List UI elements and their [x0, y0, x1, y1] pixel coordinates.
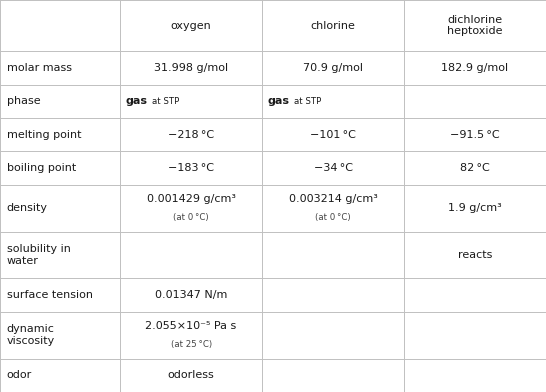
Text: (at 0 °C): (at 0 °C): [173, 213, 209, 222]
Text: 31.998 g/mol: 31.998 g/mol: [154, 63, 228, 73]
Text: 2.055×10⁻⁵ Pa s: 2.055×10⁻⁵ Pa s: [145, 321, 237, 331]
Text: −34 °C: −34 °C: [313, 163, 353, 173]
Text: 82 °C: 82 °C: [460, 163, 490, 173]
Text: 70.9 g/mol: 70.9 g/mol: [303, 63, 363, 73]
Text: (at 0 °C): (at 0 °C): [315, 213, 351, 222]
Text: at STP: at STP: [294, 97, 321, 106]
Text: gas: gas: [126, 96, 147, 106]
Text: (at 25 °C): (at 25 °C): [170, 340, 212, 349]
Text: −101 °C: −101 °C: [310, 130, 356, 140]
Text: 182.9 g/mol: 182.9 g/mol: [442, 63, 508, 73]
Text: at STP: at STP: [152, 97, 179, 106]
Text: gas: gas: [268, 96, 289, 106]
Text: −218 °C: −218 °C: [168, 130, 214, 140]
Text: surface tension: surface tension: [7, 290, 93, 300]
Text: dichlorine
heptoxide: dichlorine heptoxide: [447, 15, 503, 36]
Text: melting point: melting point: [7, 130, 81, 140]
Text: solubility in
water: solubility in water: [7, 244, 70, 266]
Text: 0.01347 N/m: 0.01347 N/m: [155, 290, 227, 300]
Text: chlorine: chlorine: [311, 21, 355, 31]
Text: 0.001429 g/cm³: 0.001429 g/cm³: [146, 194, 236, 204]
Text: molar mass: molar mass: [7, 63, 72, 73]
Text: 1.9 g/cm³: 1.9 g/cm³: [448, 203, 502, 213]
Text: 0.003214 g/cm³: 0.003214 g/cm³: [289, 194, 377, 204]
Text: −91.5 °C: −91.5 °C: [450, 130, 500, 140]
Text: reacts: reacts: [458, 250, 492, 260]
Text: odorless: odorless: [168, 370, 215, 380]
Text: density: density: [7, 203, 48, 213]
Text: −183 °C: −183 °C: [168, 163, 214, 173]
Text: boiling point: boiling point: [7, 163, 76, 173]
Text: odor: odor: [7, 370, 32, 380]
Text: oxygen: oxygen: [171, 21, 211, 31]
Text: dynamic
viscosity: dynamic viscosity: [7, 325, 55, 346]
Text: phase: phase: [7, 96, 40, 106]
